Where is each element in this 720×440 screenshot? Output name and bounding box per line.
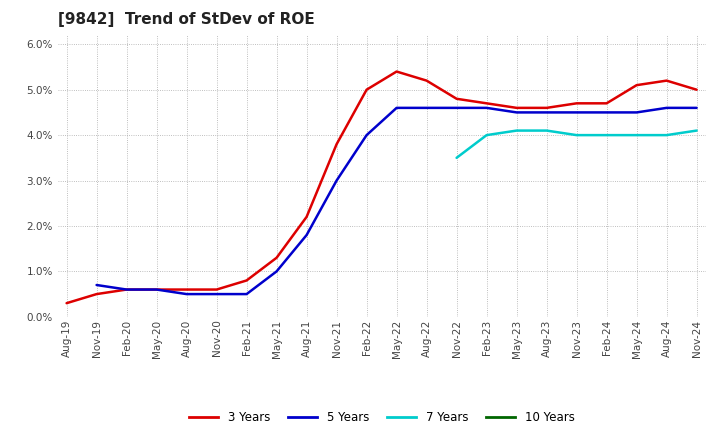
5 Years xyxy=(272,269,281,274)
5 Years xyxy=(182,291,191,297)
3 Years xyxy=(572,101,581,106)
3 Years xyxy=(662,78,671,83)
3 Years xyxy=(333,142,341,147)
Line: 3 Years: 3 Years xyxy=(66,72,697,303)
5 Years xyxy=(452,105,461,110)
5 Years xyxy=(242,291,251,297)
3 Years xyxy=(632,83,641,88)
3 Years xyxy=(153,287,161,292)
7 Years xyxy=(482,132,491,138)
5 Years xyxy=(333,178,341,183)
5 Years xyxy=(422,105,431,110)
3 Years xyxy=(452,96,461,102)
3 Years xyxy=(362,87,371,92)
3 Years xyxy=(242,278,251,283)
7 Years xyxy=(513,128,521,133)
3 Years xyxy=(602,101,611,106)
3 Years xyxy=(422,78,431,83)
5 Years xyxy=(362,132,371,138)
3 Years xyxy=(92,291,101,297)
3 Years xyxy=(392,69,401,74)
7 Years xyxy=(572,132,581,138)
5 Years xyxy=(392,105,401,110)
5 Years xyxy=(693,105,701,110)
5 Years xyxy=(542,110,551,115)
3 Years xyxy=(272,255,281,260)
5 Years xyxy=(212,291,221,297)
3 Years xyxy=(513,105,521,110)
5 Years xyxy=(572,110,581,115)
7 Years xyxy=(542,128,551,133)
Line: 7 Years: 7 Years xyxy=(456,131,697,158)
3 Years xyxy=(542,105,551,110)
7 Years xyxy=(662,132,671,138)
3 Years xyxy=(693,87,701,92)
Line: 5 Years: 5 Years xyxy=(96,108,697,294)
7 Years xyxy=(632,132,641,138)
Text: [9842]  Trend of StDev of ROE: [9842] Trend of StDev of ROE xyxy=(58,12,315,27)
5 Years xyxy=(92,282,101,288)
5 Years xyxy=(632,110,641,115)
5 Years xyxy=(662,105,671,110)
3 Years xyxy=(182,287,191,292)
Legend: 3 Years, 5 Years, 7 Years, 10 Years: 3 Years, 5 Years, 7 Years, 10 Years xyxy=(184,407,580,429)
5 Years xyxy=(122,287,131,292)
3 Years xyxy=(482,101,491,106)
3 Years xyxy=(122,287,131,292)
3 Years xyxy=(212,287,221,292)
5 Years xyxy=(302,232,311,238)
3 Years xyxy=(302,214,311,220)
3 Years xyxy=(62,301,71,306)
7 Years xyxy=(602,132,611,138)
5 Years xyxy=(602,110,611,115)
7 Years xyxy=(452,155,461,161)
5 Years xyxy=(153,287,161,292)
5 Years xyxy=(482,105,491,110)
7 Years xyxy=(693,128,701,133)
5 Years xyxy=(513,110,521,115)
